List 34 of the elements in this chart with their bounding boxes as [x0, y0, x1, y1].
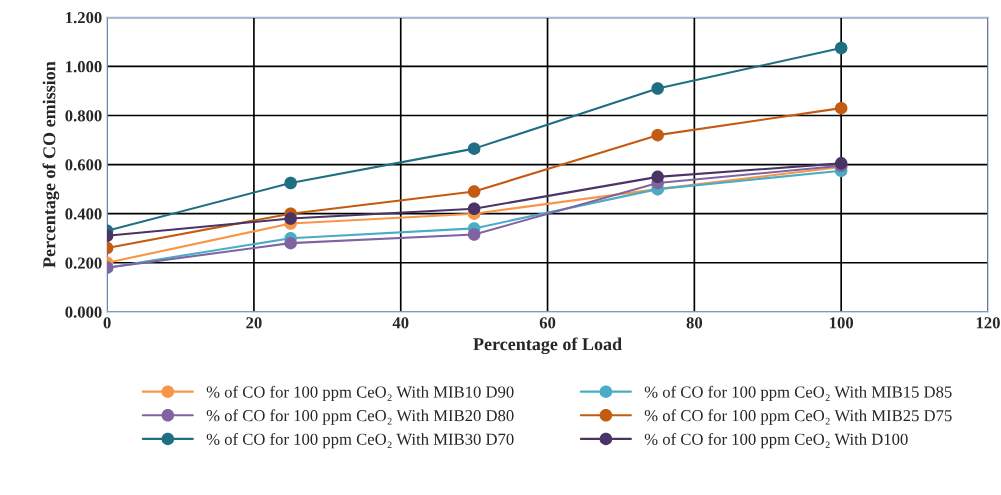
- point: [651, 82, 664, 95]
- point: [651, 128, 664, 142]
- x-tick-label: 80: [686, 317, 703, 329]
- x-axis-title: Percentage of Load: [473, 337, 622, 355]
- point: [651, 170, 664, 184]
- legend-label: % of CO for 100 ppm CeO₂ With MIB20 D80: [206, 409, 514, 425]
- legend-label: % of CO for 100 ppm CeO₂ With MIB30 D70: [206, 432, 514, 449]
- y-tick-label: 1.000: [66, 61, 102, 73]
- legend-label: % of CO for 100 ppm CeO₂ With MIB15 D85: [644, 385, 952, 402]
- x-tick-label: 0: [103, 317, 111, 329]
- legend-label: % of CO for 100 ppm CeO₂ With MIB25 D75: [644, 409, 952, 425]
- legend-label: % of CO for 100 ppm CeO₂ With D100: [644, 432, 908, 449]
- point: [284, 212, 297, 225]
- y-axis-title: Percentage of CO emission: [42, 61, 60, 268]
- y-tick-label: 0.200: [65, 257, 102, 269]
- point: [284, 176, 297, 190]
- y-tick-label: 0.400: [65, 208, 102, 220]
- point: [467, 202, 481, 216]
- legend-label: % of CO for 100 ppm CeO₂ With MIB10 D90: [206, 385, 514, 402]
- y-tick-label: 1.200: [66, 12, 102, 24]
- x-tick-label: 60: [539, 317, 556, 329]
- y-tick-label: 0.600: [65, 159, 102, 171]
- point: [467, 142, 481, 155]
- x-tick-label: 40: [392, 317, 409, 329]
- point: [834, 101, 848, 115]
- point: [834, 41, 848, 55]
- x-tick-label: 100: [830, 317, 854, 329]
- y-tick-label: 0.000: [65, 306, 102, 318]
- x-tick-label: 120: [976, 317, 1000, 329]
- point: [467, 228, 481, 241]
- point: [284, 236, 297, 250]
- point: [467, 185, 481, 198]
- y-tick-label: 0.800: [65, 110, 102, 122]
- x-tick-label: 20: [246, 317, 262, 329]
